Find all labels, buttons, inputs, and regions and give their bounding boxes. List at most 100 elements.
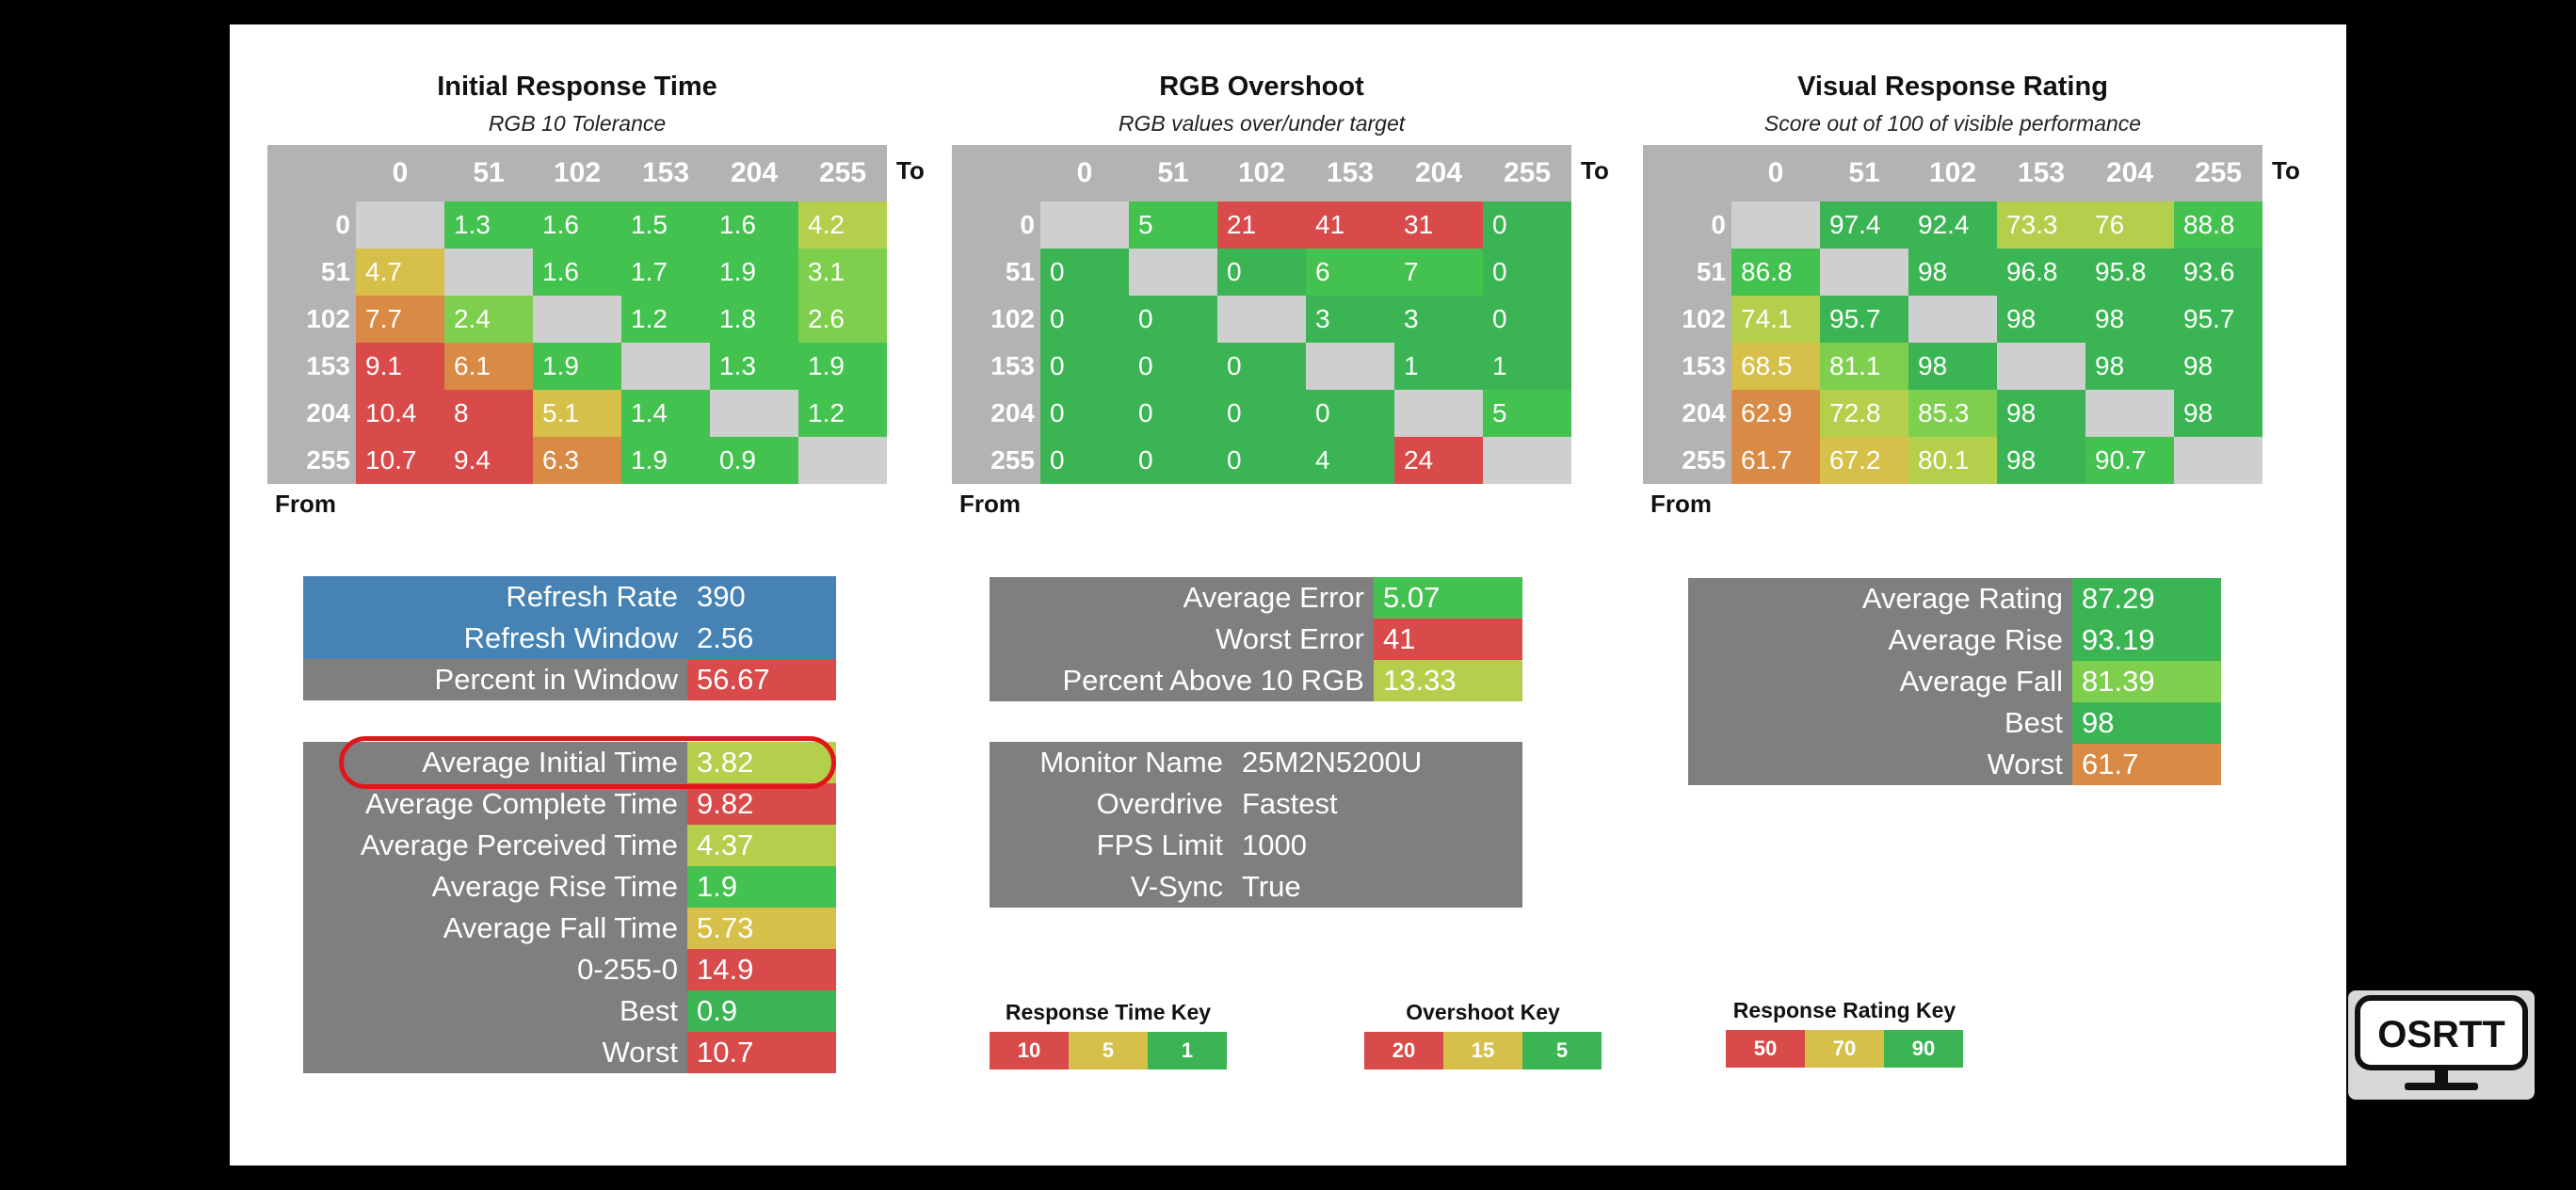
row-header: 204	[306, 398, 350, 427]
stat-value: Fastest	[1232, 783, 1522, 825]
matrix-cell: 1.6	[710, 201, 798, 249]
matrix-cell: 61.7	[1731, 437, 1820, 484]
matrix-cell	[1820, 249, 1908, 296]
stat-value: 0.9	[687, 990, 836, 1032]
stat-row: Worst Error 41	[990, 619, 1522, 660]
matrix-cell	[710, 390, 798, 437]
matrix-cell: 98	[1908, 343, 1997, 390]
matrix-cell: 31	[1394, 201, 1483, 249]
matrix-cell: 41	[1306, 201, 1394, 249]
stat-label: Best	[1688, 702, 2072, 744]
matrix-cell: 88.8	[2174, 201, 2262, 249]
stat-value: 1.9	[687, 866, 836, 908]
matrix-cell: 98	[1908, 249, 1997, 296]
stat-label: Refresh Rate	[303, 576, 687, 618]
matrix-cell: 0	[1217, 343, 1306, 390]
matrix-cell: 85.3	[1908, 390, 1997, 437]
matrix-cell: 98	[1997, 296, 2085, 343]
stat-row: Monitor Name 25M2N5200U	[990, 742, 1522, 783]
matrix-cell: 3.1	[798, 249, 887, 296]
stat-label: Average Rise Time	[303, 866, 687, 908]
matrix-cell: 6.3	[533, 437, 621, 484]
column-header: 153	[641, 157, 690, 188]
matrix-cell	[798, 437, 887, 484]
key-title: Response Time Key	[1005, 1000, 1212, 1024]
matrix-cell: 0	[1217, 249, 1306, 296]
response-summary-table: Refresh Rate 390 Refresh Window 2.56 Percent…	[303, 576, 836, 700]
column-header: 51	[1157, 157, 1189, 188]
key-swatch: 70	[1805, 1030, 1884, 1068]
matrix-cell: 4.2	[798, 201, 887, 249]
monitor-info-table: Monitor Name 25M2N5200U Overdrive Fastest FP…	[990, 742, 1522, 908]
matrix-cell: 3	[1394, 296, 1483, 343]
stat-value: 41	[1374, 619, 1522, 660]
key-swatch: 20	[1364, 1032, 1443, 1069]
stat-label: Average Rating	[1688, 578, 2072, 619]
stat-label: Average Complete Time	[303, 783, 687, 825]
matrix-cell: 0	[1129, 296, 1217, 343]
stat-value: 81.39	[2072, 661, 2221, 702]
matrix-cell: 0	[1129, 390, 1217, 437]
key-swatch: 5	[1522, 1032, 1602, 1069]
matrix-cell: 97.4	[1820, 201, 1908, 249]
transition-matrix: 0 51 102 153 204 255 0 97.4 92.4 73.3 76 88.8 51 86.8…	[1643, 145, 2262, 484]
rating-stats-table: Average Rating 87.29 Average Rise 93.19 Aver…	[1688, 578, 2221, 785]
matrix-cell: 0	[1306, 390, 1394, 437]
column-header: 0	[392, 157, 409, 188]
matrix-cell: 95.8	[2085, 249, 2174, 296]
stat-row: Refresh Window 2.56	[303, 618, 836, 659]
stat-value: 10.7	[687, 1032, 836, 1073]
matrix-cell: 98	[2085, 296, 2174, 343]
matrix-cell: 1.9	[533, 343, 621, 390]
stat-value: 13.33	[1374, 660, 1522, 701]
stat-row: Percent in Window 56.67	[303, 659, 836, 700]
matrix-cell: 8	[444, 390, 533, 437]
matrix-cell: 6	[1306, 249, 1394, 296]
matrix-cell: 0	[1040, 343, 1129, 390]
stat-label: Worst	[303, 1032, 687, 1073]
matrix-cell: 74.1	[1731, 296, 1820, 343]
stat-row: V-Sync True	[990, 866, 1522, 908]
matrix-cell: 5.1	[533, 390, 621, 437]
stat-row: Average Rating 87.29	[1688, 578, 2221, 619]
matrix-cell: 1	[1394, 343, 1483, 390]
matrix-cell: 76	[2085, 201, 2174, 249]
stat-label: Average Fall Time	[303, 908, 687, 949]
matrix-cell: 1.2	[798, 390, 887, 437]
column-header: 0	[1767, 157, 1784, 188]
stat-value: 4.37	[687, 825, 836, 866]
stat-row: Average Rise 93.19	[1688, 619, 2221, 661]
stat-label: Average Rise	[1688, 619, 2072, 661]
matrix-cell: 80.1	[1908, 437, 1997, 484]
matrix-cell: 1.3	[710, 343, 798, 390]
stat-value: 1000	[1232, 825, 1522, 866]
stat-value: 87.29	[2072, 578, 2221, 619]
matrix-cell	[1129, 249, 1217, 296]
to-label: To	[2272, 156, 2300, 185]
matrix-cell: 0	[1483, 296, 1571, 343]
monitor-icon: OSRTT	[2355, 995, 2528, 1090]
matrix-cell: 98	[1997, 390, 2085, 437]
matrix-cell: 0.9	[710, 437, 798, 484]
matrix-subtitle: RGB 10 Tolerance	[488, 111, 667, 136]
key-title: Response Rating Key	[1732, 998, 1956, 1022]
column-header: 102	[1928, 157, 1977, 188]
column-header: 51	[1848, 157, 1880, 188]
row-header: 153	[1682, 351, 1726, 380]
matrix-cell	[2174, 437, 2262, 484]
column-header: 255	[1503, 157, 1552, 188]
matrix-cell: 1.8	[710, 296, 798, 343]
stat-row: Average Complete Time 9.82	[303, 783, 836, 825]
key-swatch: 90	[1884, 1030, 1963, 1068]
column-header: 153	[1326, 157, 1375, 188]
column-header: 51	[473, 157, 505, 188]
matrix-cell: 1.4	[621, 390, 710, 437]
stat-row: Average Fall Time 5.73	[303, 908, 836, 949]
row-header: 153	[990, 351, 1035, 380]
stat-label: Worst Error	[990, 619, 1374, 660]
matrix-cell: 21	[1217, 201, 1306, 249]
matrix-cell: 1.6	[533, 249, 621, 296]
stat-row: 0-255-0 14.9	[303, 949, 836, 990]
stat-value: 61.7	[2072, 744, 2221, 785]
row-header: 102	[1682, 304, 1726, 333]
